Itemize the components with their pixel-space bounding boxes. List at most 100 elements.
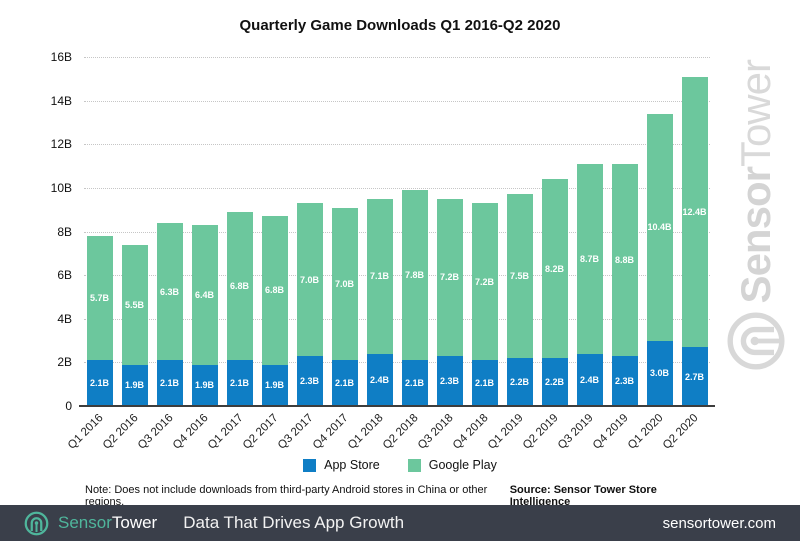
bar-segment-google-play: 6.8B <box>226 211 253 361</box>
bar-segment-google-play: 7.0B <box>296 203 323 356</box>
bar-value-label: 7.8B <box>404 270 424 281</box>
watermark-brand-light: Tower <box>732 60 779 168</box>
bar-value-label: 7.0B <box>299 274 319 285</box>
gridline <box>84 144 710 146</box>
bar-segment-app-store: 2.4B <box>576 353 603 406</box>
bar-value-label: 8.7B <box>579 253 599 264</box>
sensortower-logo-icon <box>24 511 49 535</box>
bar-q4-2019: 8.8B 2.3B <box>611 163 638 406</box>
bar-q2-2018: 7.8B 2.1B <box>401 190 428 406</box>
bar-value-label: 2.1B <box>229 378 249 389</box>
bar-value-label: 7.5B <box>509 271 529 282</box>
bar-value-label: 7.2B <box>474 276 494 287</box>
bar-value-label: 2.7B <box>684 371 704 382</box>
bar-value-label: 2.1B <box>404 378 424 389</box>
bar-segment-google-play: 5.5B <box>121 244 148 365</box>
bar-q3-2019: 8.7B 2.4B <box>576 163 603 406</box>
bar-q4-2016: 6.4B 1.9B <box>191 224 218 406</box>
y-tick-label: 4B <box>57 311 72 326</box>
y-tick-label: 12B <box>50 137 72 152</box>
gridline <box>84 231 710 233</box>
bar-segment-google-play: 12.4B <box>681 76 708 348</box>
bar-q1-2016: 5.7B 2.1B <box>86 235 113 406</box>
bar-segment-google-play: 6.4B <box>191 224 218 365</box>
bar-q2-2020: 12.4B 2.7B <box>681 76 708 406</box>
bar-value-label: 7.0B <box>334 278 354 289</box>
bar-segment-google-play: 5.7B <box>86 235 113 361</box>
bar-q1-2019: 7.5B 2.2B <box>506 194 533 406</box>
bar-value-label: 2.1B <box>334 378 354 389</box>
bar-q1-2017: 6.8B 2.1B <box>226 211 253 406</box>
bar-segment-app-store: 2.2B <box>506 358 533 406</box>
gridline <box>84 275 710 277</box>
footer-url: sensortower.com <box>662 514 776 532</box>
bar-value-label: 1.9B <box>124 380 144 391</box>
bar-segment-app-store: 2.2B <box>541 358 568 406</box>
bar-value-label: 2.2B <box>509 377 529 387</box>
y-tick-label: 0 <box>65 399 72 413</box>
bar-value-label: 6.8B <box>229 281 249 292</box>
bar-segment-app-store: 3.0B <box>646 340 673 406</box>
legend-label: App Store <box>324 458 380 472</box>
bar-value-label: 6.4B <box>194 289 214 300</box>
bar-segment-app-store: 1.9B <box>121 364 148 406</box>
chart-title: Quarterly Game Downloads Q1 2016-Q2 2020 <box>239 17 561 34</box>
bar-segment-app-store: 1.9B <box>261 364 288 406</box>
bar-q3-2017: 7.0B 2.3B <box>296 203 323 406</box>
bar-q2-2017: 6.8B 1.9B <box>261 216 288 406</box>
bar-q3-2016: 6.3B 2.1B <box>156 222 183 406</box>
bar-segment-google-play: 8.8B <box>611 163 638 356</box>
bar-segment-google-play: 7.0B <box>331 207 358 361</box>
bar-value-label: 6.8B <box>264 285 284 296</box>
bar-segment-app-store: 2.3B <box>296 355 323 406</box>
y-tick-label: 16B <box>50 50 72 64</box>
bar-segment-app-store: 2.3B <box>611 355 638 406</box>
watermark: SensorTower <box>718 60 794 416</box>
bar-segment-google-play: 7.2B <box>471 203 498 361</box>
bar-segment-google-play: 7.1B <box>366 198 393 354</box>
footer-tagline: Data That Drives App Growth <box>183 513 405 532</box>
bar-segment-google-play: 7.5B <box>506 194 533 359</box>
bar-q2-2016: 5.5B 1.9B <box>121 244 148 406</box>
footer-brand: SensorTower <box>58 513 157 533</box>
gridline <box>84 187 710 189</box>
bar-segment-google-play: 6.8B <box>261 216 288 365</box>
x-axis-line <box>79 405 715 407</box>
bar-value-label: 2.3B <box>439 375 459 386</box>
bar-value-label: 2.1B <box>159 378 179 389</box>
legend-item-google-play: Google Play <box>407 458 497 472</box>
gridline <box>84 362 710 364</box>
gridline <box>84 57 710 58</box>
bar-value-label: 2.3B <box>614 375 634 386</box>
bar-value-label: 6.3B <box>159 286 179 297</box>
gridline <box>84 100 710 102</box>
bar-value-label: 10.4B <box>647 222 672 233</box>
bar-segment-app-store: 2.1B <box>226 360 253 406</box>
bar-segment-app-store: 2.7B <box>681 347 708 406</box>
bar-value-label: 7.1B <box>369 271 389 282</box>
bar-segment-google-play: 8.2B <box>541 179 568 359</box>
footer-brand-second: Tower <box>111 513 158 532</box>
bar-q2-2019: 8.2B 2.2B <box>541 179 568 406</box>
footer-bar: SensorTower Data That Drives App Growth … <box>0 505 800 541</box>
bar-q1-2018: 7.1B 2.4B <box>366 198 393 406</box>
bar-segment-google-play: 8.7B <box>576 163 603 354</box>
chart-legend: App Store Google Play <box>0 458 800 472</box>
y-tick-label: 6B <box>57 268 72 283</box>
bar-value-label: 7.2B <box>439 272 459 283</box>
bar-segment-app-store: 2.1B <box>401 360 428 406</box>
bar-value-label: 1.9B <box>264 380 284 391</box>
legend-swatch <box>303 458 317 472</box>
bar-value-label: 2.4B <box>369 374 389 385</box>
watermark-brand-bold: Sensor <box>732 167 779 304</box>
bar-value-label: 8.8B <box>614 254 634 265</box>
bar-value-label: 5.7B <box>89 293 109 304</box>
bar-q3-2018: 7.2B 2.3B <box>436 198 463 406</box>
y-tick-label: 10B <box>50 180 72 195</box>
bar-value-label: 8.2B <box>544 263 564 274</box>
bar-value-label: 12.4B <box>682 206 707 217</box>
footer-brand-first: Sensor <box>58 513 112 532</box>
y-tick-label: 14B <box>50 93 72 108</box>
bar-value-label: 1.9B <box>194 380 214 391</box>
